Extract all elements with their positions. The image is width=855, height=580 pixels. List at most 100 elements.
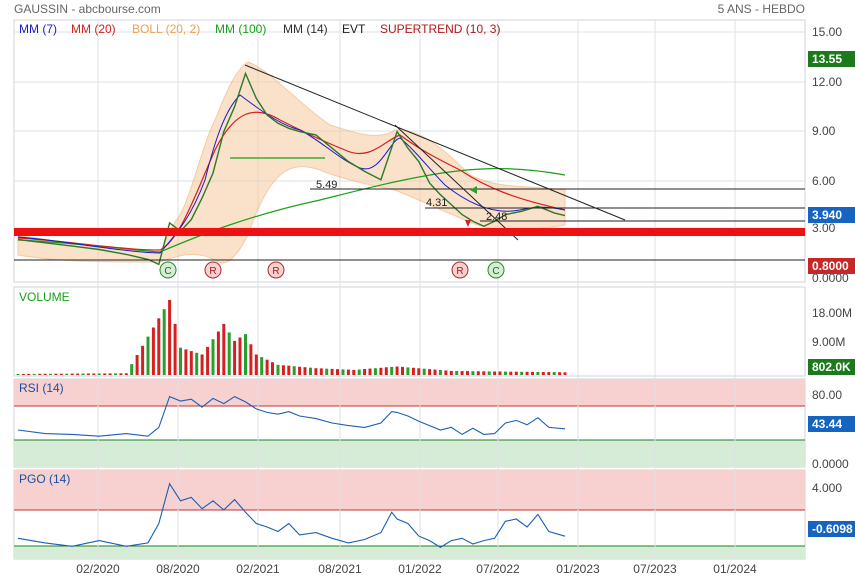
volume-bar [276, 364, 280, 375]
last-price-badge-text: 3.940 [812, 208, 842, 222]
volume-bar [287, 365, 291, 375]
volume-bar [206, 346, 210, 375]
period-label: 5 ANS - HEBDO [718, 2, 805, 16]
volume-bar [487, 371, 491, 375]
signal-c-2: C [487, 261, 505, 279]
y-tick-price: 12.00 [812, 75, 842, 89]
y-tick-price: 0.0000 [812, 271, 849, 285]
bollinger-band [17, 61, 566, 264]
volume-bar [260, 357, 264, 375]
volume-bar [65, 373, 69, 375]
volume-bar [222, 323, 226, 375]
volume-bar [509, 371, 513, 375]
buy-arrow-icon [470, 186, 477, 194]
volume-bar [184, 349, 188, 375]
volume-bar [43, 373, 47, 375]
volume-bar [547, 372, 551, 375]
rsi-line [17, 395, 566, 437]
volume-bar [103, 373, 107, 375]
volume-bar [411, 367, 415, 375]
volume-bar [27, 373, 31, 375]
volume-bar [379, 367, 383, 375]
volume-bar [179, 347, 182, 375]
signal-r-3: R [451, 261, 469, 279]
x-tick-label: 01/2024 [713, 562, 757, 576]
volume-bar [482, 371, 486, 375]
legend-item: MM (7) [19, 22, 57, 36]
volume-bar [346, 369, 350, 375]
volume-bar [157, 318, 161, 375]
rsi-overbought-zone [14, 379, 805, 406]
sell-arrow-icon [465, 220, 471, 227]
y-tick-volume: 9.00M [812, 335, 845, 349]
volume-bar [303, 367, 307, 375]
ma-100-line [17, 168, 566, 253]
volume-bar [325, 368, 329, 375]
volume-bar [124, 373, 128, 375]
signal-c-1: C [159, 261, 177, 279]
volume-bar [195, 352, 199, 375]
volume-bar [352, 369, 356, 375]
high-badge-text: 13.55 [812, 52, 842, 66]
volume-bar [21, 373, 25, 375]
volume-bar [254, 354, 258, 375]
volume-bar [493, 371, 497, 375]
volume-bar [390, 366, 394, 375]
volume-bar [455, 371, 459, 375]
rsi-last-text: 43.44 [812, 417, 842, 431]
legend-item: MM (20) [71, 22, 116, 36]
volume-bar [428, 369, 432, 375]
signal-r-2: R [267, 261, 285, 279]
pgo-under-zone [14, 546, 805, 559]
y-tick-rsi: 80.00 [812, 388, 842, 402]
volume-bar [249, 344, 253, 375]
volume-bar [281, 365, 285, 375]
pgo-line [17, 482, 566, 549]
x-tick-label: 07/2023 [633, 562, 677, 576]
volume-bar [92, 373, 96, 375]
volume-bar [520, 371, 524, 375]
annotation-431: 4.31 [426, 197, 447, 209]
svg-text:R: R [456, 266, 463, 277]
volume-bar [119, 373, 123, 375]
volume-bar [211, 339, 215, 375]
volume-panel [13, 286, 806, 377]
pgo-last-badge [808, 521, 855, 537]
volume-bar [503, 371, 507, 375]
volume-bar [227, 332, 231, 375]
pgo-over-zone [14, 470, 805, 510]
legend-item: MM (14) [283, 22, 328, 36]
x-tick-label: 07/2022 [476, 562, 520, 576]
volume-bar [271, 362, 274, 375]
low-badge [808, 258, 855, 274]
volume-bar [357, 369, 361, 375]
pgo-last-text: -0.6098 [812, 522, 853, 536]
x-tick-label: 02/2021 [236, 562, 280, 576]
volume-bar [449, 370, 453, 375]
y-tick-pgo: 4.000 [812, 481, 842, 495]
high-badge [808, 51, 855, 67]
legend-item: SUPERTREND (10, 3) [380, 22, 500, 36]
volume-bar [541, 372, 545, 375]
volume-bar [97, 373, 101, 375]
volume-bar [384, 367, 388, 375]
volume-last-text: 802.0K [812, 360, 851, 374]
volume-bar [244, 334, 247, 375]
volume-bar [76, 373, 80, 375]
volume-bar [466, 371, 469, 375]
volume-bar [141, 345, 145, 375]
volume-bar [32, 373, 36, 375]
volume-bar [216, 331, 220, 375]
volume-bar [49, 373, 52, 375]
rsi-oversold-zone [14, 440, 805, 467]
pgo-title: PGO (14) [19, 472, 70, 486]
volume-bar [292, 366, 296, 375]
svg-text:R: R [272, 266, 279, 277]
trendline-down [244, 64, 626, 221]
volume-bar [200, 354, 204, 375]
volume-bar [168, 300, 172, 375]
y-tick-rsi: 0.0000 [812, 457, 849, 471]
volume-bar [59, 373, 63, 375]
